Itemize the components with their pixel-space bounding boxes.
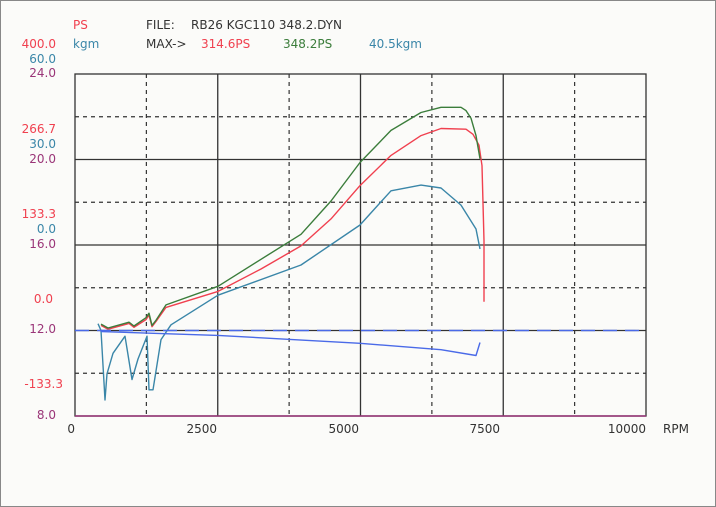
ps-tick: 133.3 [22, 207, 56, 221]
scale3-tick: 20.0 [29, 152, 56, 166]
max-label: MAX-> [146, 37, 187, 51]
x-tick: 2500 [186, 422, 217, 436]
series-power-red [100, 127, 485, 330]
x-axis-label: RPM [663, 422, 689, 436]
ps-tick: 400.0 [22, 37, 56, 51]
scale3-tick: 12.0 [29, 322, 56, 336]
x-tick: 10000 [608, 422, 646, 436]
series-blue-trace [100, 330, 481, 357]
max-green-value: 348.2PS [283, 37, 332, 51]
x-tick: 5000 [328, 422, 359, 436]
file-name: RB26 KGC110 348.2.DYN [191, 18, 342, 32]
series-power-green [100, 106, 481, 329]
ps-tick: 0.0 [34, 292, 53, 306]
scale3-tick: 16.0 [29, 237, 56, 251]
scale3-tick: 24.0 [29, 66, 56, 80]
ps-unit-label: PS [73, 18, 88, 32]
grid [74, 73, 647, 417]
max-torque-value: 40.5kgm [369, 37, 422, 51]
kgm-unit-label: kgm [73, 37, 99, 51]
series-torque [97, 184, 481, 401]
series-lines [75, 106, 646, 417]
kgm-tick: 0.0 [37, 222, 56, 236]
x-tick: 7500 [469, 422, 500, 436]
kgm-tick: 30.0 [29, 137, 56, 151]
kgm-tick: 60.0 [29, 52, 56, 66]
ps-tick: 266.7 [22, 122, 56, 136]
ps-tick: -133.3 [24, 377, 63, 391]
file-label: FILE: [146, 18, 175, 32]
x-tick: 0 [67, 422, 75, 436]
max-red-value: 314.6PS [201, 37, 250, 51]
scale3-tick: 8.0 [37, 408, 56, 422]
